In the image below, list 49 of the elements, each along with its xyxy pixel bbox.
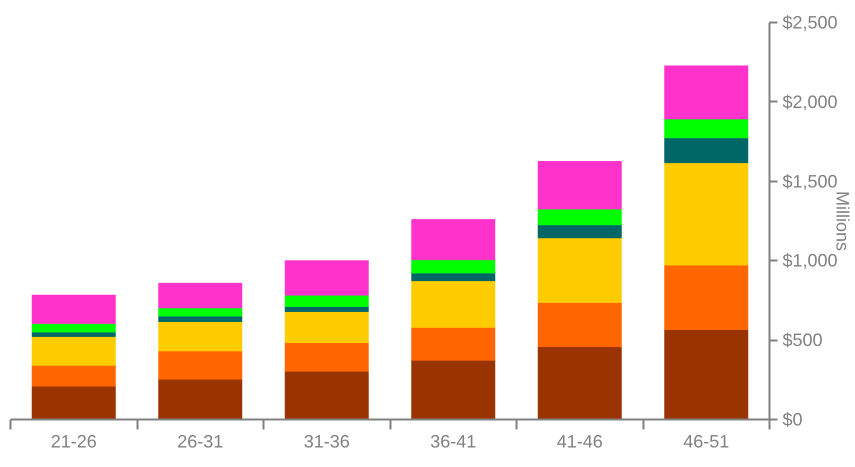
x-tick-label: 31-36 (304, 432, 350, 452)
bar (411, 327, 496, 361)
bar (32, 386, 116, 420)
bar (158, 321, 242, 352)
y-axis-title: Millions (832, 190, 853, 252)
bar (32, 323, 116, 332)
bar (538, 238, 622, 303)
bar (284, 306, 369, 312)
y-tick-label: $2,500 (782, 12, 838, 32)
bar (32, 332, 116, 337)
bar (411, 260, 496, 274)
bar (32, 365, 116, 387)
bar (284, 342, 369, 372)
bar (664, 264, 748, 330)
x-tick-label: 41-46 (556, 432, 603, 452)
bar (664, 118, 748, 138)
bar (284, 311, 369, 344)
bar (411, 360, 496, 420)
bar (284, 260, 369, 296)
bar (32, 294, 116, 324)
bar (664, 329, 748, 420)
y-tick-label: $2,000 (782, 92, 838, 112)
bar (664, 162, 748, 266)
bar (284, 295, 369, 307)
bar (538, 346, 622, 420)
bar (538, 224, 622, 238)
y-tick-label: $0 (782, 410, 803, 430)
bar (158, 308, 242, 317)
y-tick-label: $1,000 (782, 250, 838, 271)
bar (664, 65, 748, 120)
y-tick-label: $1,500 (782, 171, 838, 192)
bar (538, 161, 622, 210)
bar (411, 280, 496, 328)
bar (158, 350, 242, 380)
bar (538, 302, 622, 348)
x-tick-label: 26-31 (177, 432, 224, 452)
x-tick-label: 36-41 (430, 432, 476, 452)
bar (284, 371, 369, 420)
x-tick-label: 46-51 (683, 432, 730, 452)
bar (538, 208, 622, 226)
bar (664, 138, 748, 164)
bar (158, 316, 242, 322)
bar (411, 219, 496, 260)
bar (32, 336, 116, 366)
y-tick-label: $500 (782, 330, 823, 350)
bar (158, 379, 242, 420)
bar (158, 282, 242, 308)
x-tick-label: 21-26 (50, 432, 97, 452)
bar (411, 272, 496, 282)
